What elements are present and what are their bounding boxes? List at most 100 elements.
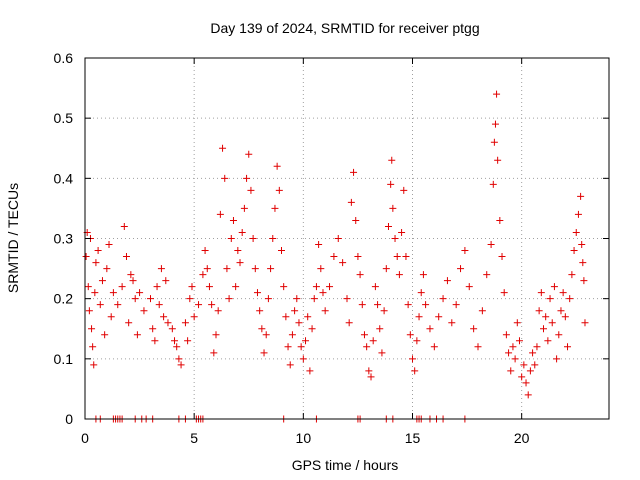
data-point: [529, 349, 537, 357]
data-point: [561, 313, 569, 321]
data-point: [417, 289, 425, 297]
data-point: [360, 331, 368, 339]
data-point: [227, 235, 235, 242]
y-tick-label: 0.3: [54, 231, 74, 247]
data-point: [376, 325, 384, 333]
data-point: [356, 271, 364, 279]
data-point: [367, 373, 375, 381]
data-point: [225, 295, 233, 303]
data-point: [162, 277, 170, 285]
data-point: [155, 301, 163, 309]
data-point: [103, 265, 111, 273]
data-point: [330, 253, 338, 261]
data-point: [572, 228, 580, 236]
data-point: [498, 253, 506, 261]
x-tick-label: 10: [296, 430, 312, 446]
data-point: [365, 367, 373, 375]
data-point: [85, 307, 93, 315]
data-point: [491, 120, 499, 128]
data-point: [496, 216, 504, 224]
data-point: [171, 337, 179, 345]
y-axis-label: SRMTID / TECUs: [5, 183, 21, 293]
x-tick-label: 5: [190, 430, 198, 446]
data-point: [513, 319, 521, 327]
data-point: [369, 337, 377, 345]
data-point: [448, 319, 456, 327]
y-tick-label: 0.5: [54, 110, 74, 126]
data-point: [422, 301, 430, 309]
data-point: [334, 235, 342, 242]
data-point: [247, 186, 255, 194]
data-point: [157, 265, 165, 273]
chart-title: Day 139 of 2024, SRMTID for receiver ptg…: [210, 20, 479, 36]
data-point: [88, 325, 96, 333]
data-point: [175, 355, 183, 363]
data-point: [286, 361, 294, 369]
data-point: [524, 391, 532, 399]
data-point: [188, 283, 196, 291]
data-point: [352, 216, 360, 224]
data-point: [177, 361, 185, 369]
data-point: [522, 379, 530, 387]
data-point: [84, 283, 92, 291]
data-point: [580, 277, 588, 285]
data-point: [358, 301, 366, 309]
data-point: [243, 174, 251, 182]
data-point: [544, 337, 552, 345]
data-point: [284, 343, 292, 351]
data-point: [465, 283, 473, 291]
data-point: [253, 289, 261, 297]
data-point: [101, 331, 109, 339]
data-point: [221, 174, 229, 182]
data-point: [483, 271, 491, 279]
x-axis-label: GPS time / hours: [292, 457, 399, 473]
data-point: [406, 331, 414, 339]
data-point: [232, 283, 240, 291]
data-point: [258, 325, 266, 333]
data-point: [578, 241, 586, 249]
data-point: [533, 343, 541, 351]
data-point: [205, 283, 213, 291]
data-point: [149, 325, 157, 333]
data-point: [452, 301, 460, 309]
data-point: [291, 307, 299, 315]
data-point: [131, 295, 139, 303]
data-point: [317, 265, 325, 273]
x-tick-label: 15: [405, 430, 421, 446]
data-point: [238, 228, 246, 236]
data-point: [581, 319, 589, 327]
data-point: [147, 295, 154, 303]
data-point: [212, 331, 220, 339]
data-point: [89, 343, 97, 351]
data-point: [208, 301, 216, 309]
data-point: [278, 247, 285, 255]
data-point: [502, 331, 510, 339]
data-point: [129, 277, 137, 285]
data-point: [557, 307, 565, 315]
data-point: [133, 331, 141, 339]
data-point: [91, 289, 99, 297]
data-point: [430, 343, 438, 351]
data-point: [404, 301, 412, 309]
data-point: [267, 265, 275, 273]
data-point: [107, 313, 115, 321]
data-point: [426, 325, 434, 333]
data-point: [319, 289, 327, 297]
data-point: [302, 337, 310, 345]
data-point: [577, 192, 585, 200]
data-point: [201, 247, 209, 255]
data-point: [526, 367, 534, 375]
data-point: [98, 277, 106, 285]
data-point: [435, 313, 443, 321]
data-point: [389, 204, 397, 212]
data-point: [273, 162, 281, 170]
data-point: [114, 301, 122, 309]
data-point: [168, 325, 176, 333]
y-tick-label: 0.2: [54, 291, 74, 307]
data-point: [297, 343, 305, 351]
data-point: [160, 313, 168, 321]
data-point: [275, 186, 283, 194]
data-point: [269, 235, 277, 242]
data-point: [387, 180, 395, 188]
data-point: [395, 271, 403, 279]
